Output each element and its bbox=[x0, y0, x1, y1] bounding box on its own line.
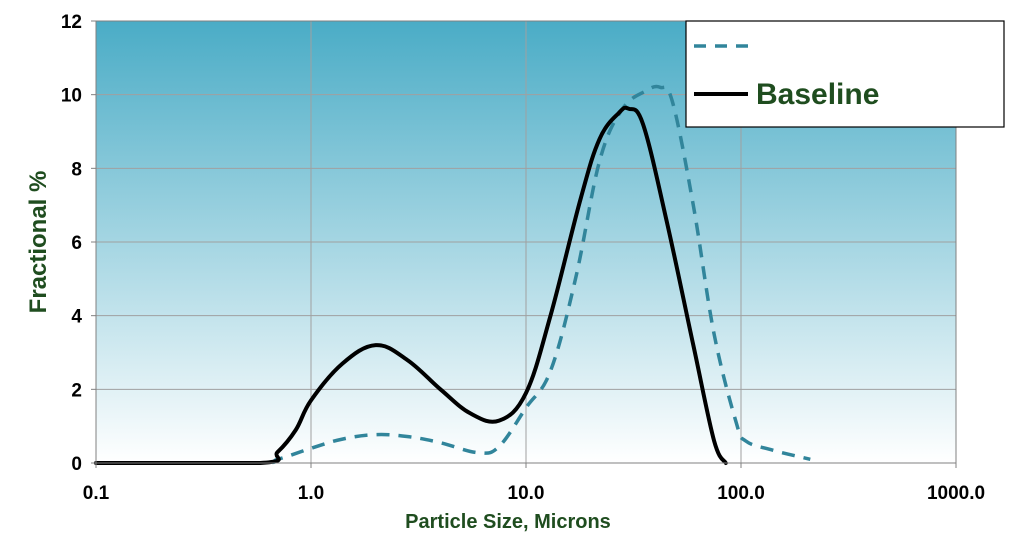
x-tick-label: 1000.0 bbox=[927, 483, 985, 504]
y-tick-label: 10 bbox=[61, 86, 82, 107]
y-tick-label: 6 bbox=[71, 233, 82, 254]
y-tick-label: 8 bbox=[71, 159, 82, 180]
x-tick-label: 10.0 bbox=[508, 483, 545, 504]
x-tick-label: 100.0 bbox=[717, 483, 765, 504]
legend-label-baseline: Baseline bbox=[756, 78, 879, 111]
legend: Baseline bbox=[685, 20, 1005, 128]
y-tick-label: 2 bbox=[71, 380, 82, 401]
y-axis-title: Fractional % bbox=[25, 171, 52, 314]
x-axis-title: Particle Size, Microns bbox=[405, 511, 611, 533]
series-layer bbox=[94, 84, 811, 466]
x-tick-label: 0.1 bbox=[83, 483, 110, 504]
y-tick-label: 12 bbox=[61, 12, 82, 33]
y-tick-label: 0 bbox=[71, 454, 82, 475]
legend-box bbox=[685, 20, 1005, 128]
x-axis-ticks: 0.1 1.0 10.0 100.0 1000.0 bbox=[83, 463, 985, 504]
series-line-baseline bbox=[94, 105, 728, 466]
y-tick-label: 4 bbox=[71, 307, 82, 328]
y-axis-ticks: 0 2 4 6 8 10 12 bbox=[61, 12, 96, 475]
x-tick-label: 1.0 bbox=[298, 483, 324, 504]
series-line-dashed bbox=[96, 84, 811, 465]
